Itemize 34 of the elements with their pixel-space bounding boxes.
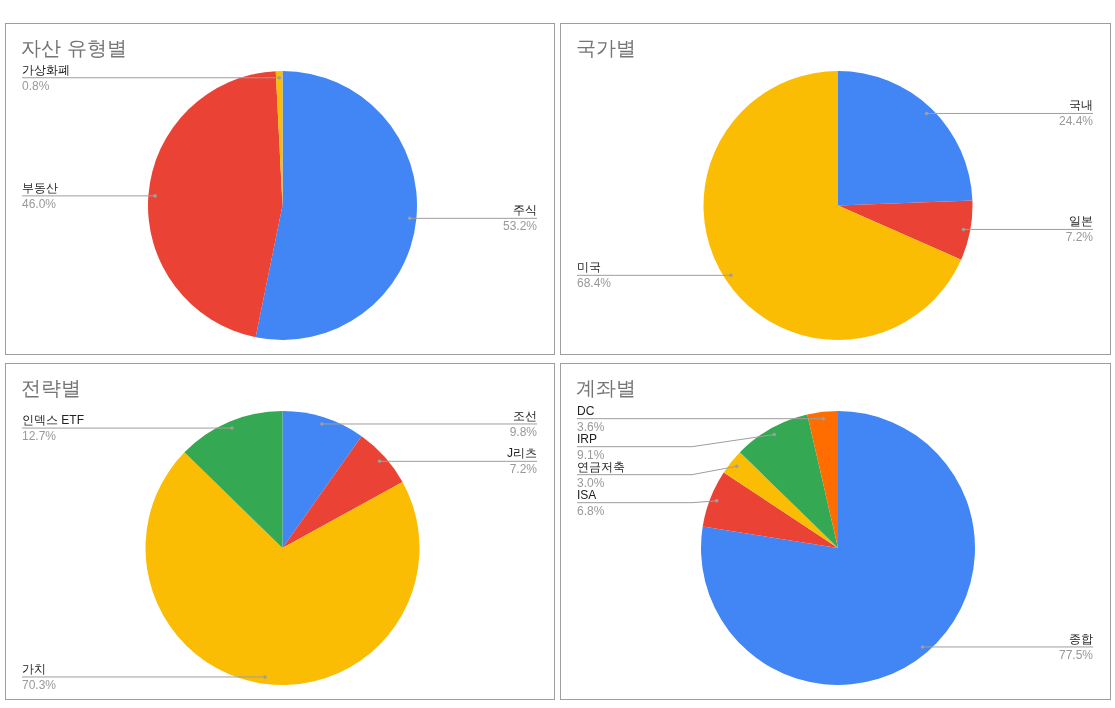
slice-label: 종합	[1069, 631, 1093, 646]
data-label: 9.1%	[577, 447, 605, 462]
data-label: 3.6%	[577, 419, 605, 434]
data-label: 12.7%	[22, 429, 57, 444]
slice-label: IRP	[577, 431, 598, 446]
chart-title: 국가별	[576, 37, 636, 59]
data-label: 46.0%	[22, 196, 57, 211]
slice-label: J리츠	[507, 446, 537, 461]
data-label: 68.4%	[577, 276, 612, 291]
data-label: 0.8%	[22, 78, 50, 93]
slice-label: 국내	[1069, 98, 1093, 113]
slice-label: 미국	[577, 260, 601, 275]
slice-label: 연금저축	[577, 459, 625, 474]
data-label: 53.2%	[502, 219, 538, 234]
slice-label: 주식	[513, 203, 537, 218]
slice-label: 인덱스 ETF	[22, 413, 84, 428]
slice-label: ISA	[577, 487, 597, 502]
data-label: 77.5%	[1058, 647, 1094, 662]
slice-label: 가치	[22, 661, 46, 676]
chart-title: 자산 유형별	[21, 37, 127, 59]
slice-label: DC	[577, 403, 595, 418]
data-label: 7.2%	[1065, 230, 1094, 245]
slice-label: 일본	[1069, 214, 1093, 229]
data-label: 3.0%	[577, 475, 605, 490]
slice-label: 조선	[513, 408, 537, 423]
data-label: 7.2%	[509, 462, 538, 477]
slice-label: 부동산	[22, 180, 58, 195]
chart-title: 전략별	[21, 377, 81, 399]
data-label: 70.3%	[22, 677, 57, 692]
data-label: 9.8%	[509, 424, 538, 439]
slice-label: 가상화폐	[22, 62, 70, 77]
data-label: 24.4%	[1058, 114, 1094, 129]
data-label: 6.8%	[577, 503, 605, 518]
chart-title: 계좌별	[576, 377, 636, 399]
